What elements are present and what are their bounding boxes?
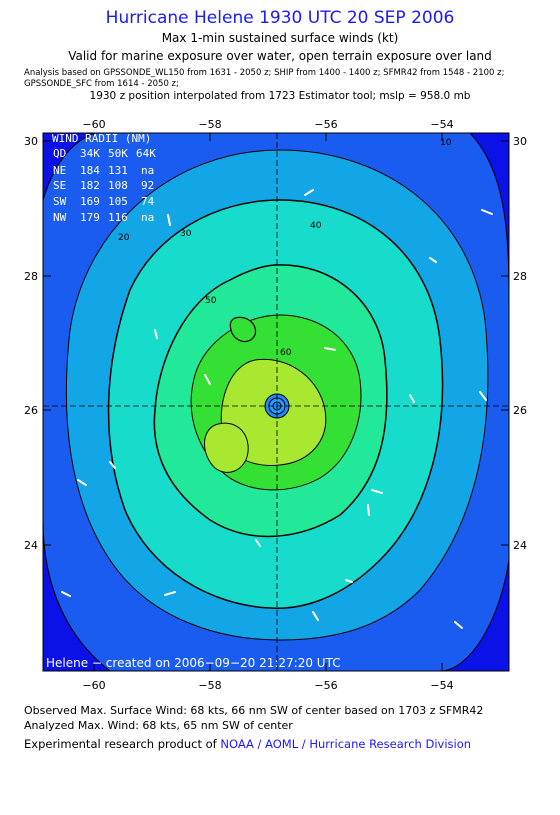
- wind-radii-header-50k: 50K: [108, 147, 128, 160]
- wind-radii-se-50k: 108: [108, 179, 128, 192]
- x-tick-bottom-60: −60: [82, 679, 105, 692]
- wind-radii-ne-label: NE: [53, 164, 66, 177]
- y-tick-right-26: 26: [513, 404, 527, 417]
- wind-radii-se-64k: 92: [141, 179, 154, 192]
- wind-radii-header-34k: 34K: [80, 147, 100, 160]
- wind-radii-nw-label: NW: [53, 211, 67, 224]
- contour-label-40: 40: [310, 221, 322, 231]
- y-tick-right-28: 28: [513, 270, 527, 283]
- y-tick-right-24: 24: [513, 539, 527, 552]
- position-note: 1930 z position interpolated from 1723 E…: [89, 90, 471, 102]
- y-tick-left-30: 30: [24, 135, 38, 148]
- contour-label-10: 10: [440, 138, 452, 148]
- map-credit: Helene − created on 2006−09−20 21:27:20 …: [46, 656, 341, 670]
- y-tick-left-26: 26: [24, 404, 38, 417]
- wind-radii-ne-50k: 131: [108, 164, 128, 177]
- wind-radii-sw-34k: 169: [80, 195, 100, 208]
- wind-radii-table: WIND RADII (NM) QD 34K 50K 64K NE 184 13…: [52, 132, 156, 224]
- contour-label-20: 20: [118, 233, 130, 243]
- map-subtitle: Max 1-min sustained surface winds (kt): [161, 31, 399, 45]
- wind-barbs: [61, 189, 493, 629]
- crosshair: [43, 133, 509, 671]
- x-tick-top-54: −54: [430, 118, 453, 131]
- analyzed-max-wind: Analyzed Max. Wind: 68 kts, 65 nm SW of …: [24, 719, 293, 732]
- noaa-aoml-hrd-link[interactable]: NOAA / AOML / Hurricane Research Divisio…: [220, 737, 472, 751]
- field-level70-sw: [204, 422, 249, 473]
- x-tick-bottom-58: −58: [198, 679, 221, 692]
- analysis-sources-line2: GPSSONDE_SFC from 1614 - 2050 z;: [24, 79, 179, 89]
- observed-max-wind: Observed Max. Surface Wind: 68 kts, 66 n…: [24, 704, 484, 717]
- wind-radii-header-qd: QD: [53, 147, 66, 160]
- map-frame: [42, 132, 510, 672]
- contour-label-50: 50: [205, 296, 217, 306]
- y-tick-right-30: 30: [513, 135, 527, 148]
- x-tick-top-58: −58: [198, 118, 221, 131]
- wind-radii-sw-64k: 74: [141, 195, 155, 208]
- validity-note: Valid for marine exposure over water, op…: [68, 49, 492, 63]
- product-credit: Experimental research product of NOAA / …: [24, 737, 471, 751]
- wind-radii-title: WIND RADII (NM): [52, 132, 151, 145]
- contour-labels: 10 20 30 40 50 60: [118, 138, 452, 358]
- x-tick-bottom-56: −56: [314, 679, 337, 692]
- x-tick-top-56: −56: [314, 118, 337, 131]
- analysis-sources-line1: Analysis based on GPSSONDE_WL150 from 16…: [24, 68, 505, 78]
- wind-radii-ne-34k: 184: [80, 164, 100, 177]
- wind-radii-se-label: SE: [53, 179, 66, 192]
- wind-radii-nw-50k: 116: [108, 211, 128, 224]
- map-ticks: [43, 133, 509, 671]
- y-tick-left-28: 28: [24, 270, 38, 283]
- map-title: Hurricane Helene 1930 UTC 20 SEP 2006: [105, 8, 455, 28]
- axis-labels: −60 −58 −56 −54 −60 −58 −56 −54 30 28 26…: [24, 118, 527, 692]
- wind-radii-sw-50k: 105: [108, 195, 128, 208]
- x-tick-bottom-54: −54: [430, 679, 453, 692]
- field-level60-island: [229, 316, 257, 343]
- wind-radii-header-64k: 64K: [136, 147, 156, 160]
- contour-label-30: 30: [180, 229, 192, 239]
- contour-label-60: 60: [280, 348, 292, 358]
- y-tick-left-24: 24: [24, 539, 38, 552]
- x-tick-top-60: −60: [82, 118, 105, 131]
- wind-radii-sw-label: SW: [53, 195, 67, 208]
- wind-radii-nw-34k: 179: [80, 211, 100, 224]
- product-prefix: Experimental research product of: [24, 737, 221, 751]
- wind-radii-ne-64k: na: [141, 164, 154, 177]
- wind-radii-se-34k: 182: [80, 179, 100, 192]
- wind-radii-nw-64k: na: [141, 211, 154, 224]
